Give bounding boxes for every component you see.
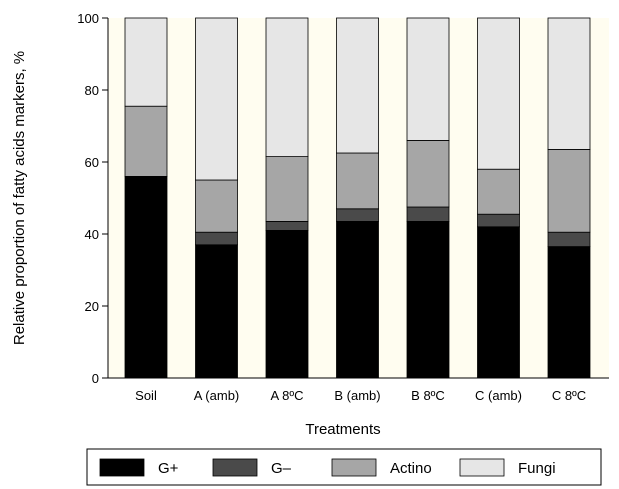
x-tick-label: C (amb)	[475, 388, 522, 403]
x-tick-label: A 8ºC	[271, 388, 304, 403]
bar-segment	[477, 17, 520, 170]
bar-segment	[124, 175, 168, 379]
bar-segment	[336, 152, 379, 210]
bar-segment	[265, 229, 309, 379]
x-ticks-group: Soil A (amb) A 8ºC B (amb) B 8ºC C (amb) C 8ºC	[135, 388, 586, 403]
y-tick-label: 0	[92, 371, 99, 386]
x-axis-title: Treatments	[305, 421, 380, 438]
y-axis-title: Relative proportion of fatty acids marke…	[11, 51, 28, 345]
legend-swatch	[212, 458, 258, 477]
bar-segment	[124, 105, 168, 177]
legend-swatch	[99, 458, 145, 477]
x-tick-label: B 8ºC	[411, 388, 445, 403]
y-tick-label: 20	[85, 299, 99, 314]
bar-segment	[547, 148, 591, 233]
bar-segment	[124, 17, 168, 107]
bar-segment	[406, 17, 450, 141]
bar-segment	[547, 246, 591, 379]
bar-segment	[195, 244, 238, 379]
legend-label: Fungi	[518, 460, 556, 477]
x-tick-label: B (amb)	[334, 388, 380, 403]
bars-group	[124, 17, 591, 379]
legend-swatch	[459, 458, 505, 477]
bar-segment	[195, 17, 238, 181]
bar-segment	[265, 156, 309, 222]
bar-segment	[477, 168, 520, 215]
bar-segment	[477, 213, 520, 228]
legend-label: G+	[158, 460, 179, 477]
y-tick-label: 100	[77, 11, 99, 26]
bar-segment	[547, 17, 591, 150]
legend-swatch	[331, 458, 377, 477]
y-tick-label: 80	[85, 83, 99, 98]
x-tick-label: Soil	[135, 388, 157, 403]
y-ticks-group: 0 20 40 60 80 100	[77, 11, 108, 386]
bar-segment	[336, 220, 379, 379]
bar-segment	[336, 208, 379, 222]
legend: G+ G– Actino Fungi	[99, 458, 556, 477]
bar-segment	[265, 220, 309, 231]
bar-segment	[406, 139, 450, 208]
y-tick-label: 40	[85, 227, 99, 242]
y-tick-label: 60	[85, 155, 99, 170]
x-tick-label: C 8ºC	[552, 388, 586, 403]
bar-segment	[477, 226, 520, 379]
x-tick-label: A (amb)	[194, 388, 240, 403]
bar-segment	[547, 231, 591, 247]
bar-segment	[265, 17, 309, 158]
bar-segment	[336, 17, 379, 154]
bar-segment	[406, 206, 450, 222]
legend-label: G–	[271, 460, 292, 477]
bar-segment	[195, 231, 238, 246]
bar-segment	[195, 179, 238, 233]
bar-segment	[406, 220, 450, 379]
legend-label: Actino	[390, 460, 432, 477]
